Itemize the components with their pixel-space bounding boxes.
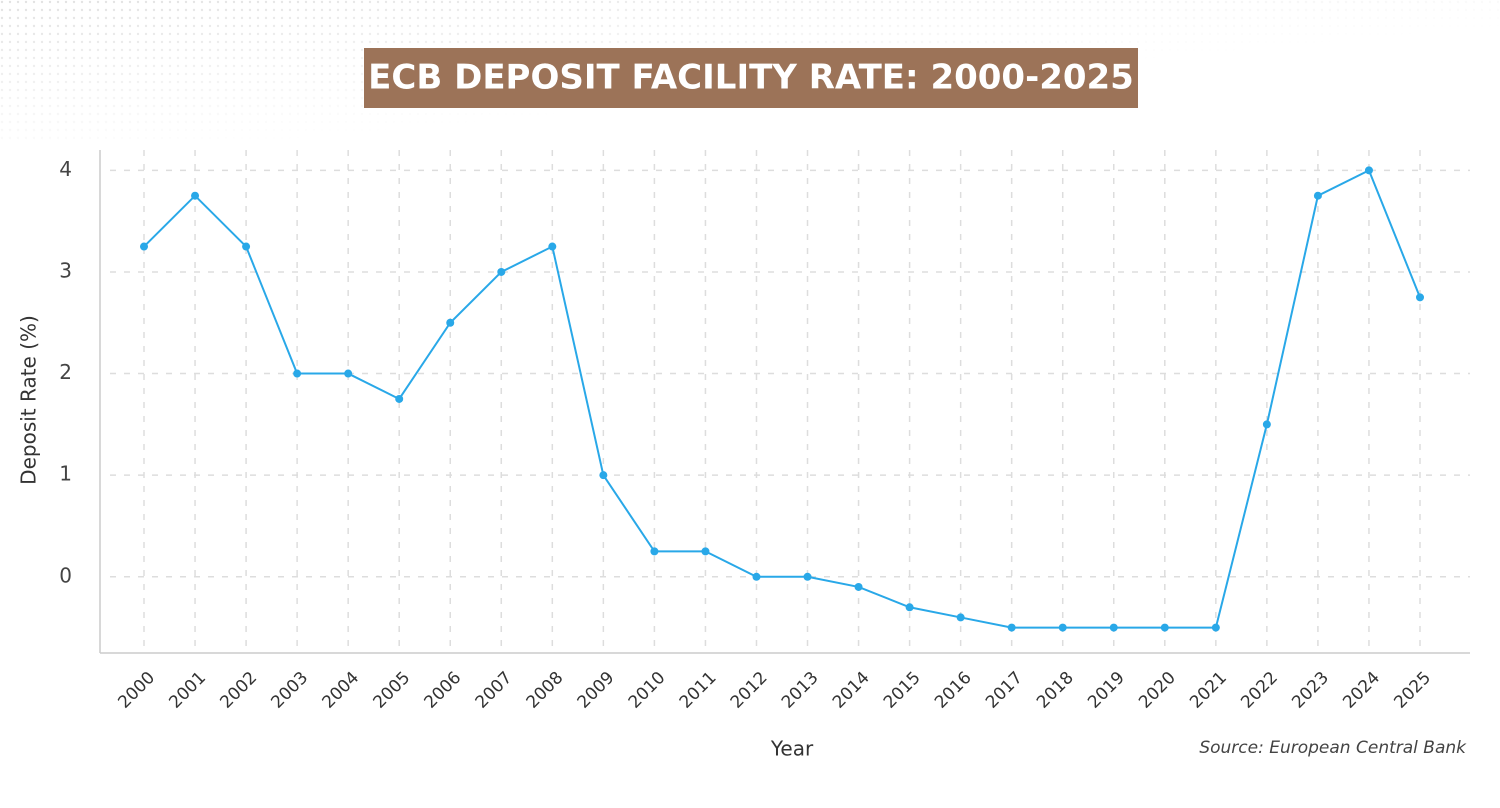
- data-point: [1160, 623, 1169, 632]
- data-point: [803, 572, 812, 581]
- y-tick-label: 3: [59, 258, 72, 282]
- x-tick-label: 2022: [1237, 668, 1282, 713]
- x-tick-label: 2024: [1339, 668, 1384, 713]
- data-point: [242, 242, 251, 251]
- data-point: [395, 394, 404, 403]
- x-tick-label: 2004: [318, 668, 363, 713]
- x-axis-label: Year: [770, 737, 814, 761]
- x-tick-label: 2017: [982, 668, 1027, 713]
- y-tick-label: 2: [59, 360, 72, 384]
- x-tick-label: 2021: [1186, 668, 1231, 713]
- data-point: [1109, 623, 1118, 632]
- title-box: [364, 48, 1138, 108]
- x-tick-label: 2014: [829, 668, 874, 713]
- data-point: [599, 471, 608, 480]
- x-tick-label: 2010: [625, 668, 670, 713]
- source-note: Source: European Central Bank: [1199, 738, 1467, 758]
- y-tick-label: 4: [59, 157, 72, 181]
- data-point: [650, 547, 659, 556]
- x-tick-label: 2012: [727, 668, 772, 713]
- x-tick-label: 2011: [676, 668, 721, 713]
- chart-title: ECB DEPOSIT FACILITY RATE: 2000-2025: [368, 58, 1134, 98]
- x-tick-label: 2005: [370, 668, 415, 713]
- data-point: [1058, 623, 1067, 632]
- y-axis-label: Deposit Rate (%): [17, 315, 41, 485]
- data-point: [1416, 293, 1424, 302]
- data-point: [1007, 623, 1016, 632]
- y-tick-label: 0: [59, 563, 72, 587]
- data-point: [293, 369, 302, 378]
- data-point: [548, 242, 557, 251]
- data-point: [497, 267, 506, 276]
- data-point: [956, 613, 965, 622]
- data-point: [905, 603, 914, 612]
- y-tick-label: 1: [59, 462, 72, 486]
- x-tick-label: 2018: [1033, 668, 1078, 713]
- data-point: [1313, 191, 1322, 200]
- x-tick-label: 2000: [114, 668, 159, 713]
- x-tick-label: 2015: [880, 668, 925, 713]
- x-tick-label: 2019: [1084, 668, 1129, 713]
- data-point: [344, 369, 353, 378]
- data-point: [1364, 166, 1373, 175]
- x-tick-label: 2002: [216, 668, 261, 713]
- x-tick-label: 2025: [1390, 668, 1435, 713]
- x-tick-label: 2007: [472, 668, 517, 713]
- x-tick-label: 2020: [1135, 668, 1180, 713]
- data-line: [143, 168, 1421, 629]
- data-point: [752, 572, 761, 581]
- data-point: [140, 242, 148, 251]
- x-tick-label: 2001: [165, 668, 210, 713]
- x-tick-label: 2013: [778, 668, 823, 713]
- x-tick-label: 2016: [931, 668, 976, 713]
- data-point: [1211, 623, 1220, 632]
- data-point: [854, 582, 863, 591]
- data-point: [191, 191, 200, 200]
- x-tick-label: 2006: [421, 668, 466, 713]
- x-tick-label: 2008: [523, 668, 568, 713]
- data-point: [701, 547, 710, 556]
- data-point: [446, 318, 455, 327]
- x-tick-label: 2009: [574, 668, 619, 713]
- x-tick-label: 2003: [267, 668, 312, 713]
- data-point: [1262, 420, 1271, 429]
- x-tick-label: 2023: [1288, 668, 1333, 713]
